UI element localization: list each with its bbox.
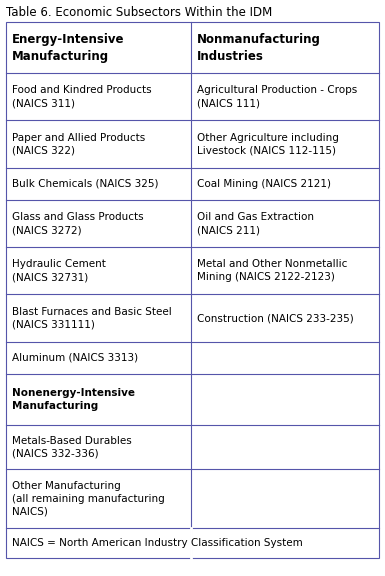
Text: Nonmanufacturing
Industries: Nonmanufacturing Industries [197, 33, 320, 63]
Text: Oil and Gas Extraction
(NAICS 211): Oil and Gas Extraction (NAICS 211) [197, 212, 314, 235]
Text: Other Manufacturing
(all remaining manufacturing
NAICS): Other Manufacturing (all remaining manuf… [12, 481, 165, 517]
Text: Metal and Other Nonmetallic
Mining (NAICS 2122-2123): Metal and Other Nonmetallic Mining (NAIC… [197, 259, 347, 282]
Text: Agricultural Production - Crops
(NAICS 111): Agricultural Production - Crops (NAICS 1… [197, 85, 357, 108]
Text: Nonenergy-Intensive
Manufacturing: Nonenergy-Intensive Manufacturing [12, 388, 135, 411]
Text: Bulk Chemicals (NAICS 325): Bulk Chemicals (NAICS 325) [12, 179, 159, 189]
Text: Food and Kindred Products
(NAICS 311): Food and Kindred Products (NAICS 311) [12, 85, 152, 108]
Text: Glass and Glass Products
(NAICS 3272): Glass and Glass Products (NAICS 3272) [12, 212, 144, 235]
Text: Energy-Intensive
Manufacturing: Energy-Intensive Manufacturing [12, 33, 124, 63]
Text: Table 6. Economic Subsectors Within the IDM: Table 6. Economic Subsectors Within the … [6, 6, 272, 18]
Text: Metals-Based Durables
(NAICS 332-336): Metals-Based Durables (NAICS 332-336) [12, 436, 132, 458]
Text: Other Agriculture including
Livestock (NAICS 112-115): Other Agriculture including Livestock (N… [197, 132, 338, 156]
Text: Paper and Allied Products
(NAICS 322): Paper and Allied Products (NAICS 322) [12, 132, 145, 156]
Text: NAICS = North American Industry Classification System: NAICS = North American Industry Classifi… [12, 538, 303, 548]
Text: Coal Mining (NAICS 2121): Coal Mining (NAICS 2121) [197, 179, 331, 189]
Text: Hydraulic Cement
(NAICS 32731): Hydraulic Cement (NAICS 32731) [12, 259, 106, 282]
Text: Aluminum (NAICS 3313): Aluminum (NAICS 3313) [12, 353, 138, 363]
Text: Blast Furnaces and Basic Steel
(NAICS 331111): Blast Furnaces and Basic Steel (NAICS 33… [12, 306, 172, 329]
Text: Construction (NAICS 233-235): Construction (NAICS 233-235) [197, 313, 353, 323]
